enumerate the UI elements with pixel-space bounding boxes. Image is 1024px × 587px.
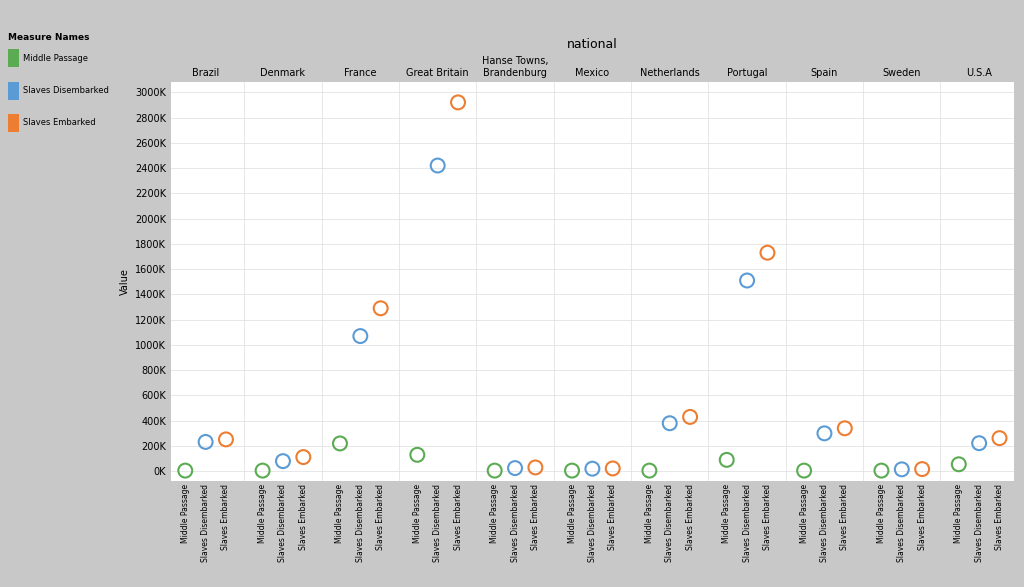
Point — [584, 464, 600, 473]
Point — [837, 424, 853, 433]
Point — [332, 438, 348, 448]
Point — [352, 332, 369, 341]
Bar — [7, 82, 19, 100]
Point — [295, 453, 311, 462]
Point — [604, 464, 621, 473]
Point — [641, 466, 657, 475]
Point — [682, 412, 698, 421]
Point — [507, 463, 523, 473]
Point — [816, 429, 833, 438]
Point — [527, 463, 544, 472]
Point — [218, 435, 234, 444]
Title: national: national — [567, 38, 617, 51]
Bar — [7, 49, 19, 68]
Point — [373, 303, 389, 313]
Point — [450, 97, 466, 107]
Text: Slaves Disembarked: Slaves Disembarked — [23, 86, 109, 95]
Point — [894, 465, 910, 474]
Point — [971, 438, 987, 448]
Point — [739, 276, 756, 285]
Point — [198, 437, 214, 447]
Point — [719, 455, 735, 464]
Point — [486, 466, 503, 475]
Text: Slaves Embarked: Slaves Embarked — [23, 119, 95, 127]
Point — [564, 466, 581, 475]
Point — [914, 464, 931, 474]
Point — [796, 466, 812, 475]
Y-axis label: Value: Value — [120, 268, 129, 295]
Text: Measure Names: Measure Names — [8, 32, 90, 42]
Point — [254, 466, 270, 475]
Point — [274, 457, 291, 466]
Point — [177, 466, 194, 475]
Point — [410, 450, 426, 460]
Point — [991, 433, 1008, 443]
Point — [429, 161, 445, 170]
Bar — [7, 114, 19, 132]
Point — [662, 419, 678, 428]
Point — [759, 248, 775, 258]
Text: Middle Passage: Middle Passage — [23, 54, 88, 63]
Point — [950, 460, 967, 469]
Point — [873, 466, 890, 475]
